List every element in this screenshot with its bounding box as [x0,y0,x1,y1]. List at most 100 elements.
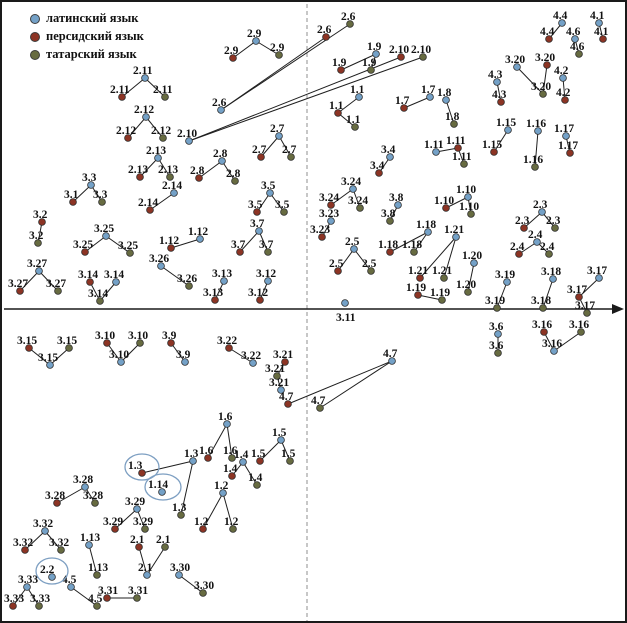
point-label: 1.10 [459,201,479,213]
point-label: 2.11 [110,84,130,96]
point-label: 3.2 [29,230,44,242]
data-point-tat [264,248,272,256]
data-point-lat [549,275,557,283]
point-label: 1.6 [199,445,214,457]
connector-line [198,160,223,179]
point-label: 1.5 [251,448,266,460]
data-point-tat [583,309,591,317]
data-point-tat [199,589,207,597]
connector-line [145,116,164,139]
data-point-tat [551,224,559,232]
data-point-tat [57,546,65,554]
connector-line [144,77,166,98]
connector-line [139,157,159,178]
point-label: 2.5 [345,236,360,248]
data-point-per [211,296,219,304]
point-label: 2.7 [282,144,297,156]
point-label: 3.8 [389,192,404,204]
connector-line [287,360,393,405]
data-point-lat [595,19,603,27]
data-point-per [386,248,394,256]
point-label: 2.8 [190,165,205,177]
data-point-tat [356,204,364,212]
point-label: 4.7 [383,348,398,360]
connector-line [146,546,166,576]
data-point-lat [141,74,149,82]
data-point-per [545,35,553,43]
point-label: 3.12 [248,287,268,299]
data-point-per [397,53,405,61]
data-point-per [136,173,144,181]
point-label: 2.12 [134,104,154,116]
data-point-per [146,206,154,214]
connector-line [413,231,429,253]
connector-line [120,342,141,363]
point-label: 1.6 [223,445,238,457]
data-point-tat [316,404,324,412]
data-point-lat [388,357,396,365]
point-label: 1.7 [395,95,410,107]
data-point-per [167,339,175,347]
point-label: 3.26 [177,273,197,285]
point-label: 3.13 [212,268,232,280]
connector-line [105,235,131,254]
data-point-per [81,248,89,256]
point-label: 1.2 [224,516,239,528]
connector-line [258,230,269,253]
data-point-lat [327,217,335,225]
point-label: 2.13 [128,164,148,176]
data-point-lat [470,259,478,267]
data-point-lat [386,153,394,161]
point-label: 1.6 [218,411,233,423]
point-label: 3.9 [176,349,191,361]
data-point-per [442,204,450,212]
connector-line [553,331,582,352]
connector-line [19,270,40,292]
data-point-lat [424,228,432,236]
connector-line [260,135,280,158]
legend-item-latin: латинский язык [30,10,144,27]
point-label: 3.25 [73,239,93,251]
data-point-per [257,153,265,161]
data-point-lat [81,483,89,491]
data-point-per [103,339,111,347]
point-label: 3.6 [489,321,504,333]
point-label: 3.18 [541,266,561,278]
point-label: 1.18 [416,219,436,231]
point-label: 2.10 [411,44,431,56]
point-label: 1.19 [430,287,450,299]
point-label: 3.24 [348,195,368,207]
point-label: 3.3 [82,172,97,184]
point-label: 3.13 [203,287,223,299]
connector-line [445,196,469,209]
point-label: 1.4 [223,463,238,475]
connector-line [12,586,28,607]
data-point-per [21,546,29,554]
point-label: 3.19 [485,295,505,307]
data-point-tat [253,481,261,489]
connector-line [443,236,457,279]
data-point-lat [35,267,43,275]
point-label: 2.1 [156,534,171,546]
data-point-tat [159,134,167,142]
point-label: 1.1 [329,100,344,112]
data-point-tat [438,296,446,304]
data-point-tat [96,297,104,305]
point-label: 4.1 [594,26,609,38]
data-point-per [199,525,207,533]
data-point-lat [85,541,93,549]
point-label: 3.17 [575,300,595,312]
legend-item-persian: персидский язык [30,28,144,45]
connector-line [242,461,258,486]
connector-line [114,508,138,530]
connector-line [188,56,424,142]
data-point-lat [355,93,363,101]
point-label: 2.9 [247,28,262,40]
point-label: 3.14 [78,269,98,281]
data-point-tat [467,210,475,218]
connector-line [72,184,92,203]
point-label: 1.21 [408,265,428,277]
point-label: 3.15 [38,352,58,364]
point-label: 1.5 [272,427,287,439]
